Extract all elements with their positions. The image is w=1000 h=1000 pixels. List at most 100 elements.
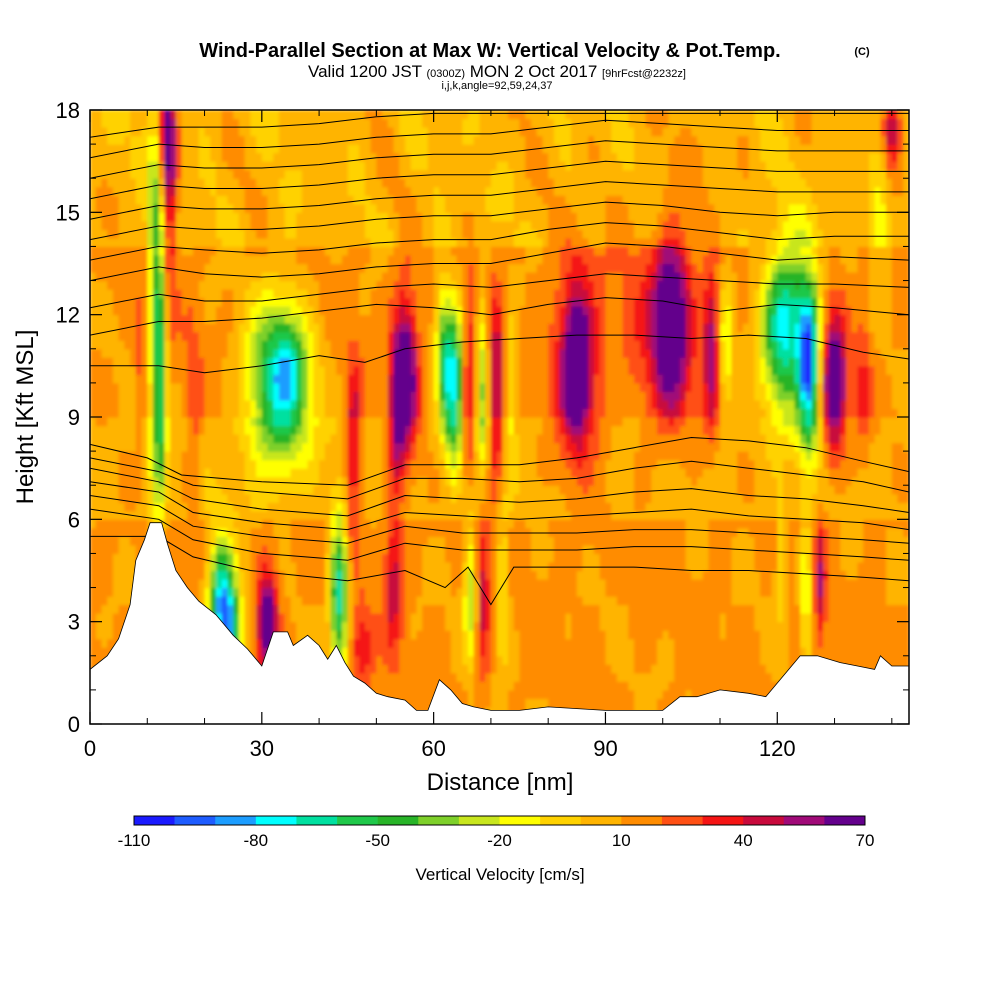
velocity-cell [244, 570, 251, 580]
velocity-cell [473, 698, 480, 708]
velocity-cell [639, 698, 647, 708]
velocity-cell [708, 544, 715, 554]
velocity-cell [118, 468, 125, 478]
velocity-cell [462, 468, 469, 478]
velocity-cell [571, 689, 578, 699]
velocity-cell [777, 544, 784, 554]
velocity-cell [347, 638, 354, 648]
velocity-cell [725, 510, 732, 520]
velocity-cell [783, 613, 790, 623]
velocity-cell [427, 579, 435, 589]
velocity-cell [227, 544, 234, 554]
velocity-cell [628, 664, 635, 674]
velocity-cell [868, 630, 876, 640]
velocity-cell [628, 544, 635, 554]
velocity-cell [897, 604, 904, 614]
velocity-cell [594, 698, 601, 708]
velocity-cell [576, 425, 584, 435]
velocity-cell [616, 502, 624, 512]
velocity-cell [387, 451, 395, 461]
velocity-cell [427, 638, 435, 648]
velocity-cell [691, 502, 698, 512]
velocity-cell [445, 672, 452, 682]
velocity-cell [439, 519, 446, 529]
velocity-cell [267, 485, 274, 495]
velocity-cell [576, 502, 584, 512]
velocity-cell [742, 451, 750, 461]
velocity-cell [284, 434, 291, 444]
velocity-cell [450, 579, 458, 589]
velocity-cell [290, 638, 297, 648]
velocity-cell [553, 536, 561, 546]
velocity-cell [485, 527, 492, 537]
velocity-cell [513, 587, 521, 597]
velocity-cell [846, 451, 853, 461]
velocity-cell [256, 587, 263, 597]
velocity-cell [622, 493, 629, 503]
velocity-cell [439, 485, 446, 495]
velocity-cell [513, 527, 521, 537]
velocity-cell [479, 562, 486, 572]
velocity-cell [313, 527, 320, 537]
velocity-cell [553, 681, 561, 691]
velocity-cell [685, 562, 692, 572]
velocity-cell [238, 425, 246, 435]
velocity-cell [823, 604, 830, 614]
velocity-cell [130, 536, 137, 546]
velocity-cell [903, 468, 909, 478]
velocity-cell [628, 459, 635, 469]
velocity-cell [542, 664, 549, 674]
velocity-cell [599, 579, 606, 589]
velocity-cell [221, 459, 228, 469]
velocity-cell [679, 596, 687, 606]
velocity-cell [594, 689, 601, 699]
velocity-cell [422, 664, 429, 674]
velocity-cell [737, 664, 744, 674]
velocity-cell [525, 485, 532, 495]
velocity-cell [605, 519, 612, 529]
velocity-cell [376, 647, 383, 657]
velocity-cell [536, 596, 543, 606]
velocity-cell [588, 621, 595, 631]
velocity-cell [416, 587, 423, 597]
velocity-cell [107, 570, 114, 580]
velocity-cell [330, 527, 337, 537]
velocity-cell [645, 493, 652, 503]
velocity-cell [634, 493, 641, 503]
velocity-cell [828, 485, 836, 495]
velocity-cell [221, 485, 228, 495]
velocity-cell [238, 579, 246, 589]
velocity-cell [479, 510, 486, 520]
velocity-cell [456, 485, 463, 495]
velocity-cell [347, 579, 354, 589]
velocity-cell [490, 510, 498, 520]
velocity-cell [622, 681, 629, 691]
velocity-cell [456, 476, 463, 486]
velocity-cell [439, 587, 446, 597]
velocity-cell [702, 468, 710, 478]
velocity-cell [588, 425, 595, 435]
velocity-cell [416, 664, 423, 674]
velocity-cell [382, 476, 389, 486]
velocity-cell [250, 621, 257, 631]
velocity-cell [359, 510, 366, 520]
velocity-cell [754, 536, 761, 546]
velocity-cell [628, 485, 635, 495]
velocity-cell [662, 689, 669, 699]
velocity-cell [525, 434, 532, 444]
velocity-cell [708, 485, 715, 495]
velocity-cell [359, 442, 366, 452]
velocity-cell [571, 596, 578, 606]
velocity-cell [582, 459, 589, 469]
velocity-cell [651, 579, 658, 589]
velocity-cell [273, 468, 280, 478]
velocity-cell [668, 493, 675, 503]
velocity-cell [508, 664, 515, 674]
velocity-cell [296, 579, 303, 589]
velocity-cell [737, 468, 744, 478]
velocity-cell [685, 502, 692, 512]
velocity-cell [765, 493, 773, 503]
velocity-cell [284, 613, 291, 623]
velocity-cell [811, 459, 818, 469]
velocity-cell [118, 544, 125, 554]
